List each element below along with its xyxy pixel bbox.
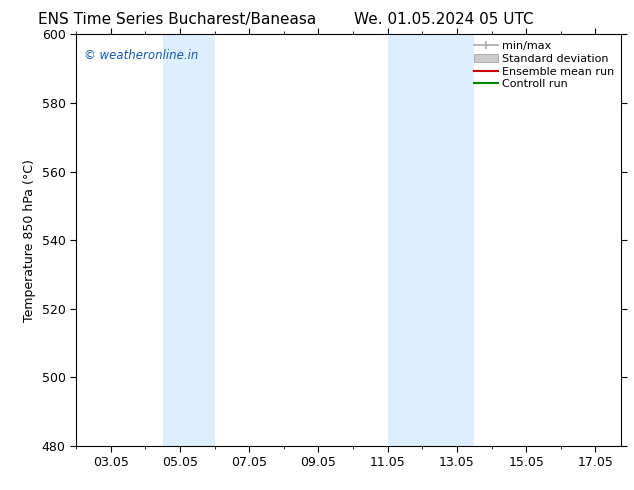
Text: ENS Time Series Bucharest/Baneasa: ENS Time Series Bucharest/Baneasa [39, 12, 316, 27]
Bar [387, 34, 474, 446]
Text: © weatheronline.in: © weatheronline.in [84, 49, 198, 62]
Bar [163, 34, 214, 446]
Y-axis label: Temperature 850 hPa (°C): Temperature 850 hPa (°C) [23, 159, 36, 321]
Text: We. 01.05.2024 05 UTC: We. 01.05.2024 05 UTC [354, 12, 534, 27]
Legend: min/max, Standard deviation, Ensemble mean run, Controll run: min/max, Standard deviation, Ensemble me… [470, 38, 618, 93]
